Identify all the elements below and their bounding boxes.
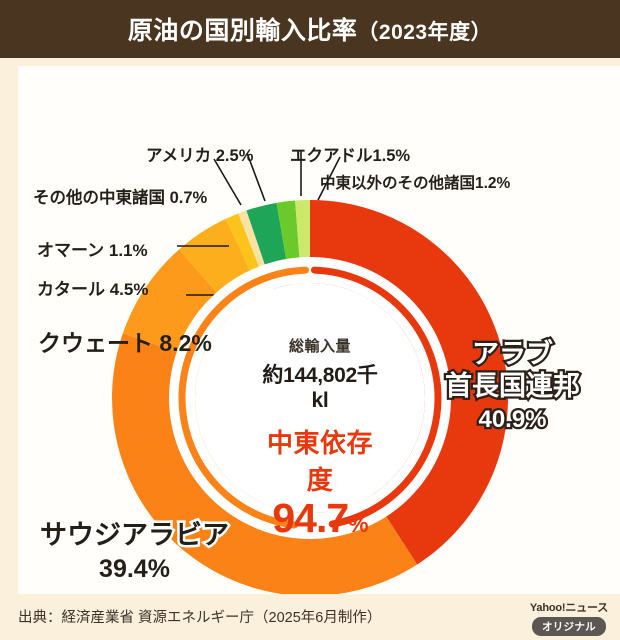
- label-uae-pct: 40.9%: [476, 404, 549, 435]
- dependency-number: 94.7: [272, 495, 349, 541]
- leader-line-usa: [246, 152, 266, 202]
- label-other-world: 中東以外のその他諸国1.2%: [320, 175, 511, 192]
- dependency-unit: %: [348, 511, 368, 537]
- dependency-label: 中東依存度: [266, 428, 373, 495]
- label-qatar: カタール 4.5%: [37, 280, 149, 299]
- label-other-middle-east: その他の中東諸国 0.7%: [33, 189, 208, 207]
- inner-accent-arc-right: [310, 266, 442, 528]
- label-uae-line1: アラブ: [470, 337, 556, 372]
- label-kuwait-text: クウェート 8.2%: [38, 330, 212, 356]
- total-import-label: 総輸入量: [288, 338, 351, 355]
- source-note: 出典：経済産業省 資源エネルギー庁（2025年6月制作）: [18, 610, 382, 626]
- label-saudi-arabia: サウジアラビア 39.4%: [27, 517, 242, 586]
- leader-line-other-world: [317, 156, 341, 201]
- donut-center-text: 総輸入量 約144,802千kl 中東依存度 94.7%: [255, 335, 385, 542]
- yahoo-news-label: Yahoo!ニュース: [529, 602, 608, 614]
- footer-bar: 出典：経済産業省 資源エネルギー庁（2025年6月制作） Yahoo!ニュース …: [0, 594, 620, 640]
- label-saudi-pct: 39.4%: [97, 553, 173, 586]
- page-title-year: （2023年度）: [357, 21, 493, 44]
- original-badge: オリジナル: [531, 617, 606, 636]
- chart-stage: アメリカ 2.5% エクアドル1.5% 中東以外のその他諸国1.2% その他の中…: [0, 58, 620, 598]
- dependency-value: 94.7%: [255, 495, 385, 542]
- yahoo-news-brand: Yahoo!ニュース オリジナル: [530, 599, 608, 636]
- donut-hole: [195, 283, 425, 513]
- label-kuwait: クウェート 8.2%: [38, 330, 212, 356]
- header-bar: 原油の国別輸入比率（2023年度）: [0, 0, 620, 58]
- page-title-main: 原油の国別輸入比率: [127, 17, 358, 45]
- leader-line-other-me: [213, 158, 242, 206]
- total-import-value: 約144,802千kl: [262, 364, 378, 412]
- page-title: 原油の国別輸入比率（2023年度）: [128, 11, 492, 47]
- label-uae-line2: 首長国連邦: [443, 369, 583, 404]
- label-saudi-name: サウジアラビア: [38, 517, 232, 552]
- inner-accent-arc-left: [178, 266, 310, 529]
- label-oman: オマーン 1.1%: [37, 241, 148, 260]
- label-usa: アメリカ 2.5%: [146, 147, 254, 165]
- label-uae: アラブ 首長国連邦 40.9%: [425, 337, 600, 435]
- label-ecuador: エクアドル1.5%: [290, 147, 411, 165]
- donut-chart: [112, 150, 509, 596]
